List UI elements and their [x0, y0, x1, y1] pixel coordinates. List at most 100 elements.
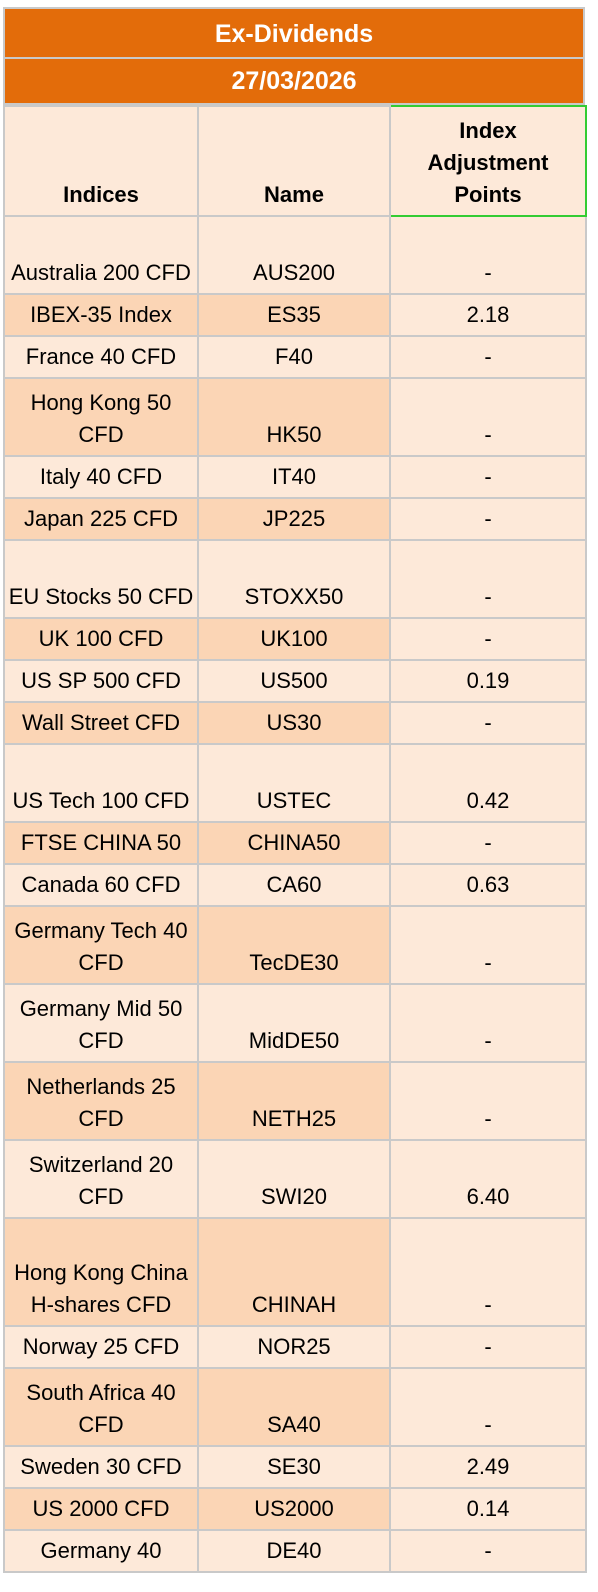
cell-adjustment-points: 0.63 — [389, 863, 587, 907]
table-row: Wall Street CFD US30- — [3, 701, 587, 745]
cell-adjustment-points: 0.14 — [389, 1487, 587, 1531]
cell-adjustment-points: 2.49 — [389, 1445, 587, 1489]
table-row: UK 100 CFD UK100- — [3, 617, 587, 661]
table-row: US Tech 100 CFD USTEC 0.42 — [3, 743, 587, 823]
table-row: Hong Kong China H-shares CFD CHINAH - — [3, 1217, 587, 1327]
cell-name: US30 — [197, 701, 391, 745]
sheet-title: Ex-Dividends — [3, 7, 585, 59]
sheet-date: 27/03/2026 — [3, 59, 585, 105]
cell-adjustment-points: - — [389, 701, 587, 745]
cell-name: STOXX50 — [197, 539, 391, 619]
table-row: Germany 40 DE40- — [3, 1529, 587, 1573]
table-row: Sweden 30 CFD SE30 2.49 — [3, 1445, 587, 1489]
table-row: Germany Tech 40 CFD TecDE30- — [3, 905, 587, 985]
cell-name: CHINA50 — [197, 821, 391, 865]
table-row: Australia 200 CFD AUS200- — [3, 215, 587, 295]
cell-name: US2000 — [197, 1487, 391, 1531]
cell-name: CHINAH — [197, 1217, 391, 1327]
table-row: Norway 25 CFD NOR25- — [3, 1325, 587, 1369]
cell-name: NOR25 — [197, 1325, 391, 1369]
table-row: Japan 225 CFD JP225- — [3, 497, 587, 541]
cell-index: Norway 25 CFD — [3, 1325, 199, 1369]
cell-name: SWI20 — [197, 1139, 391, 1219]
header-index-adjustment-points: Index Adjustment Points — [389, 105, 587, 217]
table-row: Italy 40 CFD IT40- — [3, 455, 587, 499]
cell-adjustment-points: - — [389, 497, 587, 541]
cell-index: Germany Tech 40 CFD — [3, 905, 199, 985]
cell-adjustment-points: - — [389, 1325, 587, 1369]
cell-index: Germany 40 — [3, 1529, 199, 1573]
table-row: EU Stocks 50 CFD STOXX50- — [3, 539, 587, 619]
table-row: IBEX-35 Index ES35 2.18 — [3, 293, 587, 337]
cell-adjustment-points: - — [389, 1529, 587, 1573]
cell-index: Sweden 30 CFD — [3, 1445, 199, 1489]
cell-name: SA40 — [197, 1367, 391, 1447]
table-row: Switzerland 20 CFD SWI20 6.40 — [3, 1139, 587, 1219]
cell-name: USTEC — [197, 743, 391, 823]
header-row: Indices Name Index Adjustment Points — [3, 105, 587, 217]
cell-index: US Tech 100 CFD — [3, 743, 199, 823]
cell-name: SE30 — [197, 1445, 391, 1489]
cell-index: Wall Street CFD — [3, 701, 199, 745]
table-row: Netherlands 25 CFD NETH25- — [3, 1061, 587, 1141]
cell-name: TecDE30 — [197, 905, 391, 985]
cell-adjustment-points: - — [389, 1217, 587, 1327]
cell-adjustment-points: - — [389, 821, 587, 865]
cell-name: US500 — [197, 659, 391, 703]
cell-index: US SP 500 CFD — [3, 659, 199, 703]
cell-index: Australia 200 CFD — [3, 215, 199, 295]
cell-name: JP225 — [197, 497, 391, 541]
cell-adjustment-points: - — [389, 617, 587, 661]
ex-dividends-sheet: Ex-Dividends 27/03/2026 Indices Name Ind… — [3, 7, 587, 1573]
table-row: Hong Kong 50 CFD HK50- — [3, 377, 587, 457]
header-indices: Indices — [3, 105, 199, 217]
table-row: US SP 500 CFD US500 0.19 — [3, 659, 587, 703]
cell-name: DE40 — [197, 1529, 391, 1573]
cell-name: ES35 — [197, 293, 391, 337]
table-row: US 2000 CFD US2000 0.14 — [3, 1487, 587, 1531]
table-row: France 40 CFD F40- — [3, 335, 587, 379]
cell-adjustment-points: 0.42 — [389, 743, 587, 823]
cell-name: IT40 — [197, 455, 391, 499]
cell-name: MidDE50 — [197, 983, 391, 1063]
cell-index: Hong Kong 50 CFD — [3, 377, 199, 457]
cell-index: Italy 40 CFD — [3, 455, 199, 499]
cell-adjustment-points: - — [389, 539, 587, 619]
cell-adjustment-points: - — [389, 905, 587, 985]
cell-index: Hong Kong China H-shares CFD — [3, 1217, 199, 1327]
cell-index: Canada 60 CFD — [3, 863, 199, 907]
cell-name: HK50 — [197, 377, 391, 457]
cell-index: South Africa 40 CFD — [3, 1367, 199, 1447]
cell-adjustment-points: - — [389, 983, 587, 1063]
cell-name: CA60 — [197, 863, 391, 907]
cell-adjustment-points: - — [389, 215, 587, 295]
cell-index: France 40 CFD — [3, 335, 199, 379]
cell-index: Switzerland 20 CFD — [3, 1139, 199, 1219]
table-row: South Africa 40 CFD SA40- — [3, 1367, 587, 1447]
cell-index: EU Stocks 50 CFD — [3, 539, 199, 619]
table-body: Australia 200 CFD AUS200- IBEX-35 Index ES3… — [3, 215, 587, 1573]
cell-name: UK100 — [197, 617, 391, 661]
table-row: FTSE CHINA 50 CHINA50- — [3, 821, 587, 865]
cell-index: IBEX-35 Index — [3, 293, 199, 337]
cell-index: FTSE CHINA 50 — [3, 821, 199, 865]
cell-adjustment-points: - — [389, 1061, 587, 1141]
cell-adjustment-points: - — [389, 377, 587, 457]
cell-adjustment-points: - — [389, 335, 587, 379]
table-row: Canada 60 CFD CA60 0.63 — [3, 863, 587, 907]
cell-index: US 2000 CFD — [3, 1487, 199, 1531]
cell-name: AUS200 — [197, 215, 391, 295]
cell-index: Japan 225 CFD — [3, 497, 199, 541]
cell-index: Germany Mid 50 CFD — [3, 983, 199, 1063]
cell-adjustment-points: - — [389, 1367, 587, 1447]
cell-adjustment-points: 6.40 — [389, 1139, 587, 1219]
cell-index: UK 100 CFD — [3, 617, 199, 661]
cell-adjustment-points: - — [389, 455, 587, 499]
ex-dividends-table: Indices Name Index Adjustment Points Aus… — [3, 105, 587, 1573]
cell-adjustment-points: 0.19 — [389, 659, 587, 703]
cell-index: Netherlands 25 CFD — [3, 1061, 199, 1141]
header-name: Name — [197, 105, 391, 217]
cell-name: NETH25 — [197, 1061, 391, 1141]
cell-adjustment-points: 2.18 — [389, 293, 587, 337]
cell-name: F40 — [197, 335, 391, 379]
